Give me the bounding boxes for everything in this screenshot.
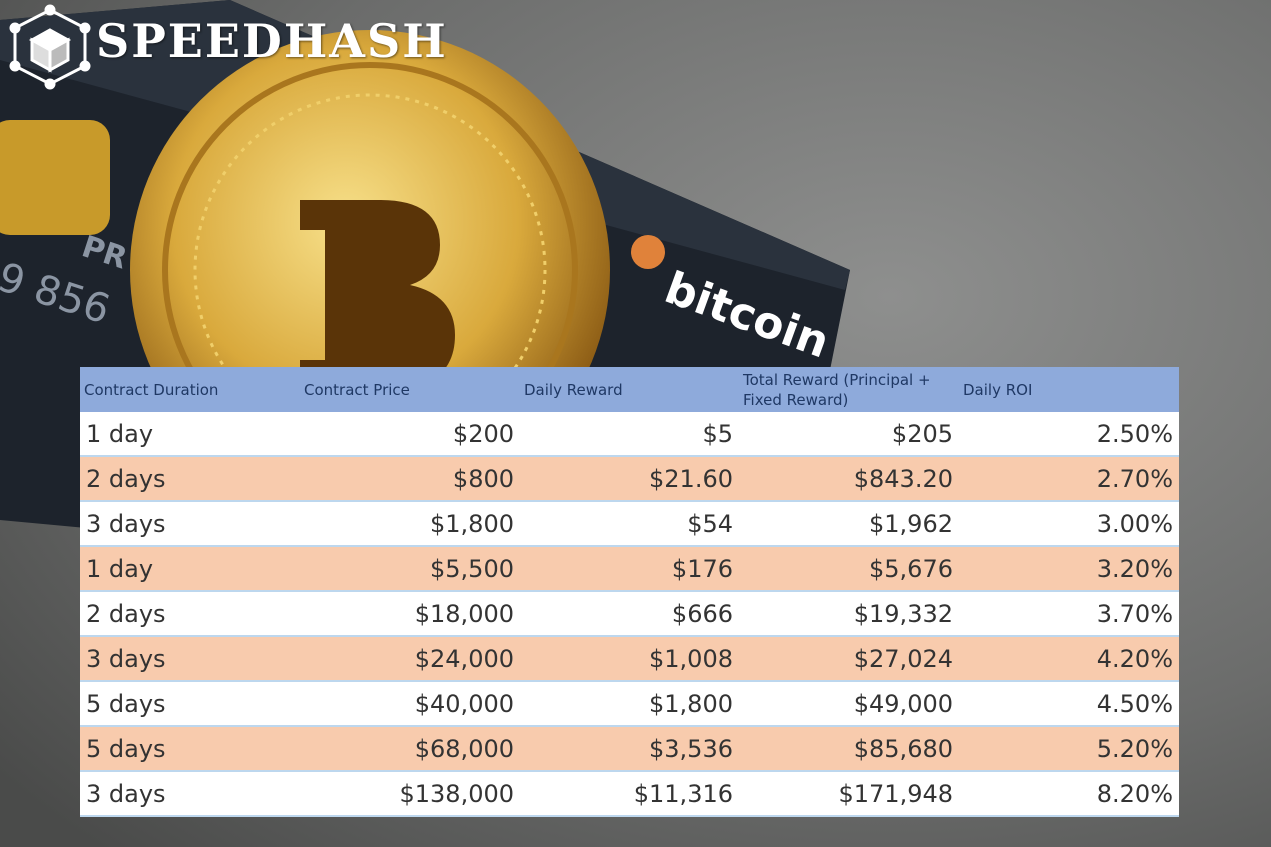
table-row: 3 days $138,000 $11,316 $171,948 8.20% (80, 771, 1179, 817)
header-cell: Contract Price (300, 367, 520, 412)
table-cell: $21.60 (520, 456, 739, 502)
header-cell: Daily ROI (959, 367, 1179, 412)
table-row: 1 day $200 $5 $205 2.50% (80, 412, 1179, 457)
table-cell: 2 days (80, 591, 300, 637)
table-cell: $40,000 (300, 681, 520, 727)
table-cell: $176 (520, 546, 739, 592)
table-row: 2 days $800 $21.60 $843.20 2.70% (80, 456, 1179, 502)
table-cell: $1,962 (739, 501, 959, 547)
brand-name: SPEEDHASH (96, 14, 448, 68)
table-row: 5 days $68,000 $3,536 $85,680 5.20% (80, 726, 1179, 772)
table-cell: $5,676 (739, 546, 959, 592)
table-cell: $24,000 (300, 636, 520, 682)
table-row: 3 days $24,000 $1,008 $27,024 4.20% (80, 636, 1179, 682)
table-cell: 4.20% (959, 636, 1179, 682)
table-cell: $5 (520, 412, 739, 457)
table-cell: $54 (520, 501, 739, 547)
header-cell: Total Reward (Principal + Fixed Reward) (739, 367, 959, 412)
table-cell: $5,500 (300, 546, 520, 592)
table-cell: 5 days (80, 726, 300, 772)
table-row: 1 day $5,500 $176 $5,676 3.20% (80, 546, 1179, 592)
table-cell: $3,536 (520, 726, 739, 772)
table-cell: 5 days (80, 681, 300, 727)
table-cell: $68,000 (300, 726, 520, 772)
table-cell: 3.20% (959, 546, 1179, 592)
table-cell: 1 day (80, 412, 300, 457)
table-row: 3 days $1,800 $54 $1,962 3.00% (80, 501, 1179, 547)
table-cell: $1,008 (520, 636, 739, 682)
table-cell: 1 day (80, 546, 300, 592)
table-cell: $1,800 (520, 681, 739, 727)
table-cell: $205 (739, 412, 959, 457)
table-row: 2 days $18,000 $666 $19,332 3.70% (80, 591, 1179, 637)
table-cell: 4.50% (959, 681, 1179, 727)
table-cell: 2 days (80, 456, 300, 502)
header-cell: Contract Duration (80, 367, 300, 412)
table-cell: $200 (300, 412, 520, 457)
brand-icon (9, 4, 91, 90)
table-cell: $11,316 (520, 771, 739, 817)
table-cell: $843.20 (739, 456, 959, 502)
table-cell: $171,948 (739, 771, 959, 817)
table-cell: 2.50% (959, 412, 1179, 457)
table-cell: $49,000 (739, 681, 959, 727)
header-cell: Daily Reward (520, 367, 739, 412)
pricing-table: Contract Duration Contract Price Daily Rew… (80, 367, 1179, 817)
table-cell: 3 days (80, 771, 300, 817)
table-cell: $800 (300, 456, 520, 502)
table-cell: $27,024 (739, 636, 959, 682)
table-cell: $19,332 (739, 591, 959, 637)
table-cell: $666 (520, 591, 739, 637)
table-cell: 3.70% (959, 591, 1179, 637)
table-cell: 3 days (80, 636, 300, 682)
table-row: 5 days $40,000 $1,800 $49,000 4.50% (80, 681, 1179, 727)
header-row: Contract Duration Contract Price Daily Rew… (80, 367, 1179, 412)
table-cell: $1,800 (300, 501, 520, 547)
table-cell: 3 days (80, 501, 300, 547)
table-cell: $18,000 (300, 591, 520, 637)
table-cell: 2.70% (959, 456, 1179, 502)
table-cell: $138,000 (300, 771, 520, 817)
table-cell: 8.20% (959, 771, 1179, 817)
table-cell: $85,680 (739, 726, 959, 772)
table-cell: 3.00% (959, 501, 1179, 547)
table-cell: 5.20% (959, 726, 1179, 772)
